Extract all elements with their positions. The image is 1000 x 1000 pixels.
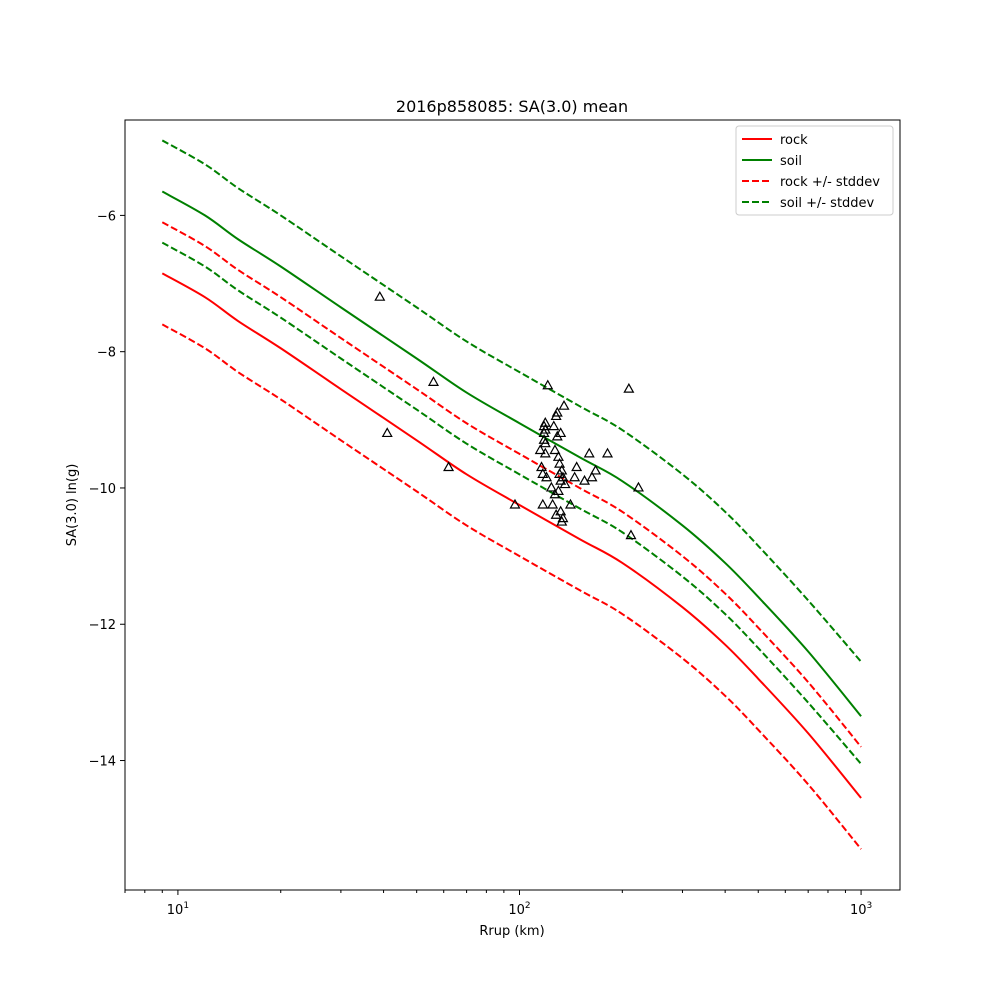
x-tick-label-0: 101: [167, 901, 189, 918]
legend-box: [735, 125, 894, 216]
y-tick-label-1: −12: [89, 618, 116, 633]
observation-point-7: [537, 498, 549, 509]
observation-point-5: [534, 444, 546, 455]
y-axis-label: SA(3.0) ln(g): [65, 464, 80, 547]
observation-point-46: [590, 464, 602, 475]
observation-point-39: [559, 478, 571, 489]
observation-point-17: [542, 379, 554, 390]
observation-point-44: [583, 447, 595, 458]
observation-point-41: [569, 471, 581, 482]
observation-point-50: [632, 481, 644, 492]
observation-point-37: [557, 512, 569, 523]
chart-title: 2016p858085: SA(3.0) mean: [396, 97, 628, 116]
series-line-5: [161, 241, 862, 765]
observation-point-43: [578, 474, 591, 485]
series-line-3: [161, 323, 862, 850]
observation-point-38: [558, 399, 570, 410]
legend-label-3: soil +/- stddev: [780, 196, 875, 211]
legend: rock soil rock +/- stddev soil +/- stddev: [735, 125, 894, 216]
observation-point-33: [555, 505, 567, 516]
observation-point-14: [539, 437, 551, 448]
observation-point-40: [564, 498, 576, 509]
observation-point-31: [555, 427, 567, 438]
observation-point-42: [571, 461, 583, 472]
observation-point-20: [548, 420, 560, 431]
observation-point-47: [601, 447, 614, 458]
series-line-1: [161, 190, 862, 717]
y-tick-label-0: −14: [89, 755, 116, 770]
legend-label-0: rock: [780, 133, 808, 148]
y-axis-ticks: −14 −12 −10 −8 −6: [89, 209, 125, 770]
x-axis-label: Rrup (km): [479, 924, 544, 939]
plot-frame: [124, 119, 901, 891]
observation-point-45: [586, 471, 598, 482]
observation-point-36: [557, 471, 569, 482]
y-tick-label-3: −8: [97, 346, 116, 361]
x-axis-ticks: 101 102 103: [124, 890, 872, 918]
observation-point-4: [509, 498, 521, 509]
observation-point-16: [541, 471, 553, 482]
observation-point-15: [539, 447, 551, 458]
observation-point-8: [537, 468, 549, 478]
series-line-2: [161, 221, 862, 748]
observation-point-28: [552, 485, 564, 495]
y-tick-label-4: −6: [97, 209, 116, 224]
observation-point-19: [547, 498, 559, 509]
observation-point-2: [427, 376, 440, 386]
x-tick-label-1: 102: [508, 901, 530, 918]
observations-layer: [374, 290, 644, 540]
y-tick-label-2: −10: [89, 482, 116, 497]
observation-point-29: [554, 457, 566, 468]
observation-point-18: [545, 481, 557, 492]
observation-point-13: [539, 423, 551, 434]
observation-point-1: [381, 427, 393, 438]
observation-point-48: [623, 382, 635, 393]
x-tick-label-2: 103: [850, 901, 872, 918]
legend-label-1: soil: [780, 154, 802, 169]
observation-point-0: [374, 290, 386, 301]
series-line-0: [161, 272, 862, 799]
series-layer: [161, 139, 862, 850]
legend-label-2: rock +/- stddev: [780, 175, 880, 190]
observation-point-25: [551, 406, 563, 417]
observation-point-21: [549, 444, 561, 455]
series-line-4: [161, 139, 862, 663]
observation-point-49: [625, 529, 637, 540]
observation-point-3: [443, 461, 455, 472]
